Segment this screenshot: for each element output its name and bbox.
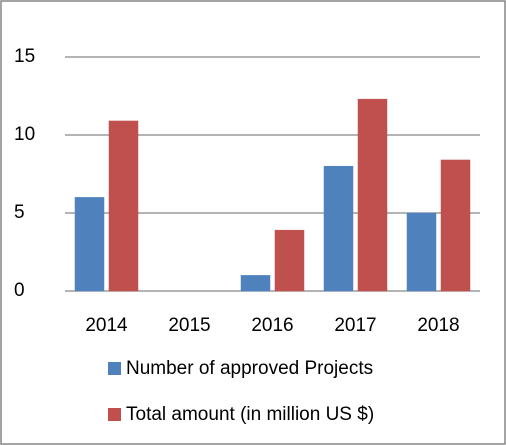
y-tick-label: 5	[14, 202, 25, 223]
bar	[440, 159, 471, 292]
bar	[323, 165, 354, 292]
x-tick-label: 2015	[168, 315, 210, 336]
x-tick-label: 2014	[85, 315, 128, 336]
y-tick-label: 15	[14, 46, 35, 67]
y-tick-label: 0	[14, 280, 25, 301]
y-tick-label: 10	[14, 124, 35, 145]
x-tick-label: 2017	[334, 315, 376, 336]
legend-swatch	[108, 408, 121, 421]
bar	[274, 229, 305, 292]
legend-label: Total amount (in million US $)	[126, 404, 374, 425]
bar	[406, 212, 437, 292]
bar	[240, 275, 271, 292]
x-tick-label: 2016	[251, 315, 293, 336]
bar	[108, 120, 139, 292]
legend-label: Number of approved Projects	[126, 358, 373, 379]
bar	[357, 98, 388, 292]
x-tick-label: 2018	[417, 315, 459, 336]
bar	[74, 197, 105, 292]
legend-swatch	[108, 362, 121, 375]
